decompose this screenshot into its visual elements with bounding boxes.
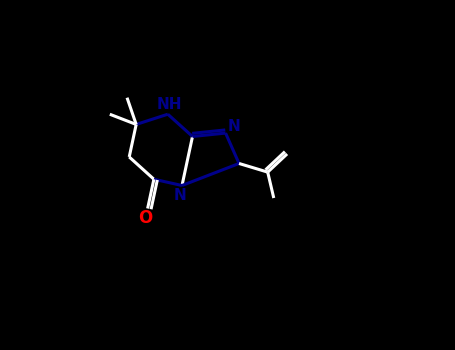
Text: O: O	[138, 209, 152, 227]
Text: NH: NH	[157, 97, 182, 112]
Text: N: N	[174, 188, 187, 203]
Text: N: N	[228, 119, 241, 134]
